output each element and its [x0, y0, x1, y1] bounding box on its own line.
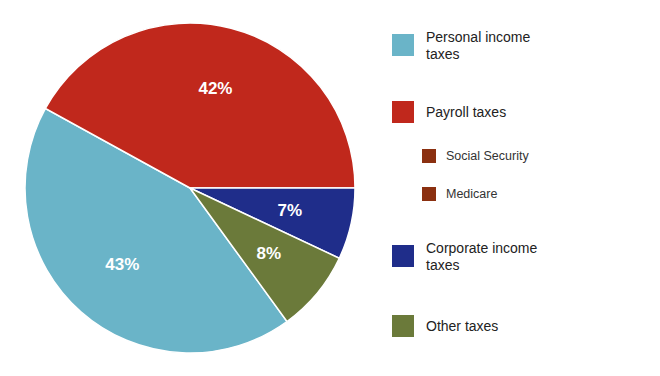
- text-line: Other taxes: [426, 318, 498, 334]
- legend-sub-swatch: [422, 187, 436, 201]
- legend-label: Payroll taxes: [426, 104, 506, 120]
- legend-sub-label: Social Security: [446, 149, 529, 163]
- data-labels: 43% 42% 7% 8%: [105, 79, 302, 274]
- legend-swatch: [392, 101, 414, 123]
- background: [0, 0, 660, 376]
- legend-sub-label: Medicare: [446, 187, 497, 201]
- legend-swatch: [392, 315, 414, 337]
- legend-label: Personal incometaxes: [426, 29, 530, 62]
- legend-swatch: [392, 34, 414, 56]
- pie-slice: [45, 23, 355, 188]
- text-line: Corporate income: [426, 240, 537, 256]
- text-line: Personal income: [426, 29, 530, 45]
- text-line: Medicare: [446, 187, 497, 201]
- legend-label: Corporate incometaxes: [426, 240, 537, 273]
- chart: 43%42%7%8%Personal incometaxesPayroll ta…: [0, 0, 660, 376]
- legend-sub-swatch: [422, 149, 436, 163]
- legend: Personal incometaxesPayroll taxesSocial …: [392, 29, 537, 338]
- data-label: 8%: [257, 244, 282, 263]
- legend-label: Other taxes: [426, 318, 498, 334]
- pie-slice: [190, 188, 339, 321]
- text-line: Social Security: [446, 149, 529, 163]
- data-label: 43%: [105, 255, 139, 274]
- data-label: 7%: [278, 201, 303, 220]
- text-line: Payroll taxes: [426, 104, 506, 120]
- data-label: 42%: [198, 79, 232, 98]
- text-line: taxes: [426, 46, 459, 62]
- pie: [25, 23, 355, 353]
- legend-swatch: [392, 245, 414, 267]
- text-line: taxes: [426, 257, 459, 273]
